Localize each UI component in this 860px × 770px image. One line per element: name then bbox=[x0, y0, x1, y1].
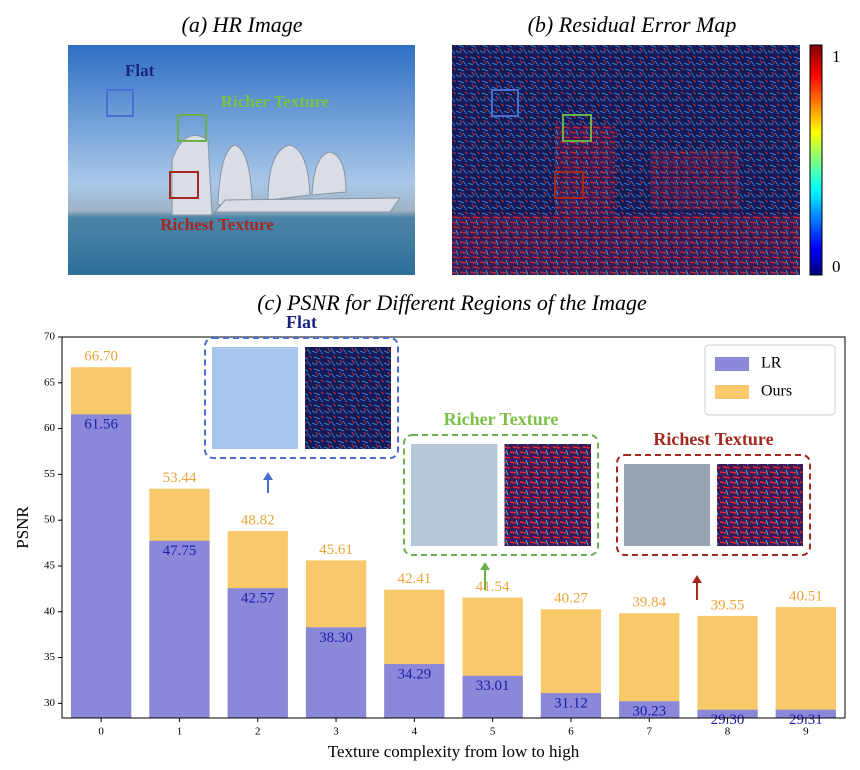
value-label: 42.57 bbox=[241, 591, 275, 607]
inset-label: Flat bbox=[286, 312, 317, 332]
panel-title: (b) Residual Error Map bbox=[528, 12, 737, 37]
x-tick-label: 9 bbox=[803, 726, 809, 738]
bar bbox=[775, 709, 836, 718]
value-label: 45.61 bbox=[319, 542, 353, 558]
value-label: 40.51 bbox=[789, 589, 823, 605]
legend-label: LR bbox=[761, 355, 782, 372]
buildings bbox=[171, 135, 401, 216]
panel-title: (a) HR Image bbox=[182, 12, 303, 37]
region-box bbox=[554, 171, 584, 199]
value-label: 42.41 bbox=[397, 571, 431, 587]
y-tick-label: 45 bbox=[44, 559, 56, 571]
value-label: 53.44 bbox=[163, 470, 197, 486]
value-label: 47.75 bbox=[163, 543, 197, 559]
bar bbox=[149, 540, 210, 718]
bar bbox=[697, 615, 758, 718]
region-box bbox=[169, 171, 199, 199]
y-tick-label: 30 bbox=[44, 697, 56, 709]
value-label: 30.23 bbox=[632, 704, 666, 720]
bar bbox=[619, 613, 680, 718]
region-label: Richer Texture bbox=[221, 92, 330, 111]
value-label: 29.30 bbox=[711, 712, 745, 728]
bar bbox=[540, 693, 602, 718]
value-label: 34.29 bbox=[397, 666, 431, 682]
value-label: 66.70 bbox=[84, 349, 118, 365]
legend-swatch bbox=[715, 357, 749, 371]
y-tick-label: 40 bbox=[44, 605, 56, 617]
plot-frame bbox=[61, 336, 846, 719]
value-label: 48.82 bbox=[241, 512, 275, 528]
inset-label: Richer Texture bbox=[444, 409, 559, 429]
bar bbox=[305, 627, 367, 718]
bar bbox=[697, 709, 758, 718]
legend-label: Ours bbox=[761, 383, 792, 400]
inset-error-map bbox=[717, 464, 803, 546]
legend-swatch bbox=[715, 385, 749, 399]
y-tick-label: 60 bbox=[44, 422, 56, 434]
bar bbox=[462, 675, 523, 718]
arrow-head bbox=[263, 472, 273, 480]
chart-title: (c) PSNR for Different Regions of the Im… bbox=[257, 290, 647, 315]
x-tick-label: 6 bbox=[568, 726, 574, 738]
value-label: 39.84 bbox=[632, 595, 666, 611]
region-box bbox=[106, 89, 134, 117]
y-axis-label: PSNR bbox=[13, 506, 32, 549]
error-map-texture bbox=[650, 150, 740, 210]
y-tick-label: 55 bbox=[44, 468, 56, 480]
region-box bbox=[491, 89, 519, 117]
inset-image bbox=[411, 444, 498, 546]
value-label: 40.27 bbox=[554, 591, 588, 607]
region-box bbox=[177, 114, 207, 142]
region-label: Flat bbox=[125, 61, 155, 80]
value-label: 61.56 bbox=[84, 417, 118, 433]
y-tick-label: 50 bbox=[44, 514, 56, 526]
inset-error-map bbox=[305, 347, 391, 449]
error-map-texture bbox=[452, 215, 800, 275]
value-label: 41.54 bbox=[476, 579, 510, 595]
y-tick-label: 35 bbox=[44, 651, 56, 663]
region-box bbox=[562, 114, 592, 142]
inset-label: Richest Texture bbox=[653, 429, 773, 449]
x-tick-label: 3 bbox=[333, 726, 339, 738]
y-tick-label: 70 bbox=[44, 331, 56, 343]
value-label: 31.12 bbox=[554, 696, 588, 712]
x-tick-label: 0 bbox=[98, 726, 104, 738]
y-tick-label: 65 bbox=[44, 376, 56, 388]
inset-image bbox=[212, 347, 298, 449]
x-tick-label: 2 bbox=[255, 726, 261, 738]
x-tick-label: 7 bbox=[647, 726, 653, 738]
x-tick-label: 1 bbox=[177, 726, 183, 738]
bar bbox=[384, 664, 445, 718]
inset-image bbox=[624, 464, 710, 546]
bar bbox=[227, 588, 288, 718]
value-label: 33.01 bbox=[476, 678, 510, 694]
bar bbox=[619, 701, 680, 718]
region-label: Richest Texture bbox=[160, 215, 274, 234]
value-label: 29.31 bbox=[789, 712, 823, 728]
x-tick-label: 5 bbox=[490, 726, 496, 738]
bar bbox=[775, 607, 836, 718]
colorbar bbox=[809, 44, 823, 276]
x-tick-label: 4 bbox=[412, 726, 418, 738]
bar bbox=[71, 414, 132, 718]
x-axis-label: Texture complexity from low to high bbox=[328, 742, 580, 761]
value-label: 39.55 bbox=[711, 597, 745, 613]
inset-error-map bbox=[504, 444, 591, 546]
colorbar-tick: 0 bbox=[832, 257, 841, 276]
arrow-head bbox=[692, 575, 702, 583]
colorbar-tick: 1 bbox=[832, 47, 841, 66]
x-tick-label: 8 bbox=[725, 726, 731, 738]
arrow-head bbox=[480, 562, 490, 570]
value-label: 38.30 bbox=[319, 630, 353, 646]
